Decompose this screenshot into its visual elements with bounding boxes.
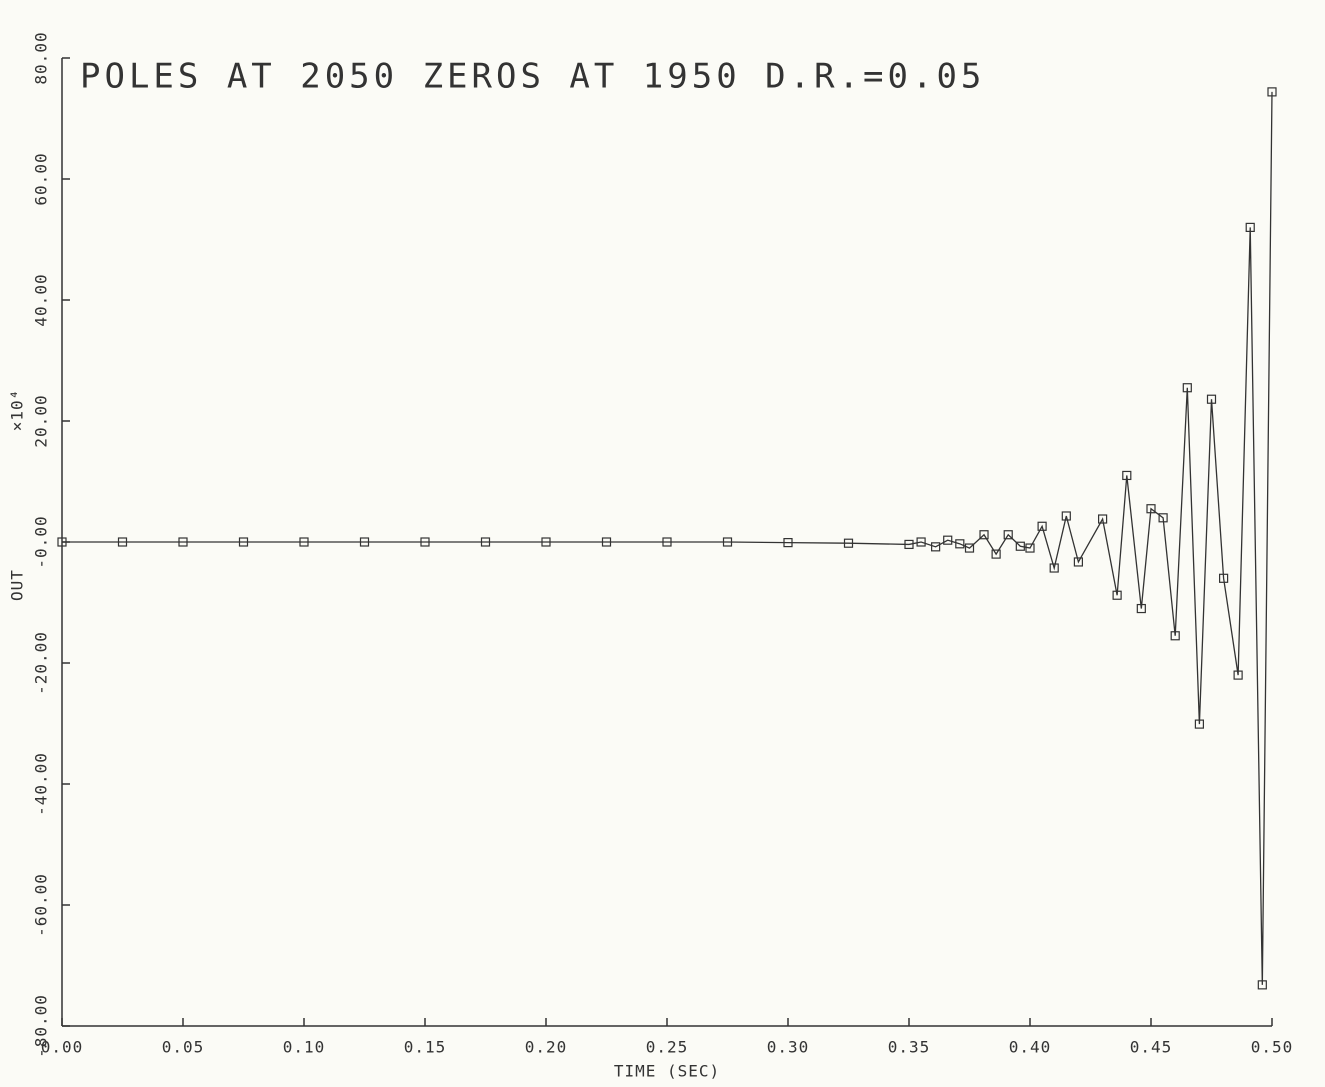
data-marker [1194,719,1205,729]
data-marker [931,542,941,552]
data-marker [1257,980,1267,990]
data-marker [1158,513,1168,523]
data-marker [1073,557,1084,567]
data-marker [955,539,965,549]
x-tick-label: 0.10 [283,1038,326,1057]
data-marker [904,539,914,550]
y-tick-label: -80.00 [32,994,51,1058]
data-marker [1218,573,1229,583]
data-marker [1182,383,1192,393]
data-marker [843,538,854,548]
data-marker [991,549,1001,559]
data-marker [662,537,672,547]
data-marker [178,537,188,547]
data-marker [964,543,975,553]
data-marker [117,537,128,547]
y-tick-label: 40.00 [32,273,51,326]
data-marker [1037,521,1047,531]
data-marker [1049,563,1059,573]
chart-title: POLES AT 2050 ZEROS AT 1950 D.R.=0.05 [80,57,985,97]
y-tick-label: -0.00 [32,515,51,568]
data-marker [541,537,551,547]
data-marker [916,537,926,547]
data-marker [1112,590,1122,600]
data-marker [1097,514,1108,524]
y-tick-label: -20.00 [32,631,51,695]
y-tick-label: 80.00 [32,31,51,84]
data-marker [420,537,430,547]
x-tick-label: 0.45 [1130,1038,1173,1057]
data-marker [783,538,793,548]
y-tick-label: 20.00 [32,394,51,447]
x-tick-label: 0.50 [1251,1038,1294,1057]
x-axis-label: TIME (SEC) [614,1062,720,1081]
x-tick-label: 0.30 [767,1038,810,1057]
data-marker [1267,87,1277,97]
data-marker [943,535,953,545]
data-marker [1003,530,1013,540]
data-marker [1206,394,1217,404]
x-tick-label: 0.05 [162,1038,205,1057]
data-marker [1122,470,1132,481]
data-marker [1015,541,1025,551]
data-marker [1136,603,1146,614]
data-marker [722,537,733,547]
data-marker [1146,504,1156,514]
data-marker [1061,511,1071,521]
data-marker [359,537,370,547]
x-tick-label: 0.40 [1009,1038,1052,1057]
x-tick-label: 0.25 [646,1038,689,1057]
data-marker [1233,670,1243,680]
data-marker [1245,222,1255,232]
y-tick-label: 60.00 [32,152,51,205]
y-multiplier: ×10⁴ [8,389,27,432]
data-marker [480,537,491,547]
data-line [62,91,1273,985]
y-tick-label: -40.00 [32,752,51,816]
data-marker [238,537,249,547]
data-marker [1025,543,1035,553]
x-tick-label: 0.00 [41,1038,84,1057]
y-axis-label: OUT [8,569,27,601]
data-marker [1170,631,1180,641]
data-marker [57,537,67,547]
data-marker [299,537,309,547]
x-tick-label: 0.35 [888,1038,931,1057]
data-marker [979,530,989,540]
x-tick-label: 0.15 [404,1038,447,1057]
y-tick-label: -60.00 [32,873,51,937]
x-tick-label: 0.20 [525,1038,568,1057]
data-marker [601,537,612,547]
